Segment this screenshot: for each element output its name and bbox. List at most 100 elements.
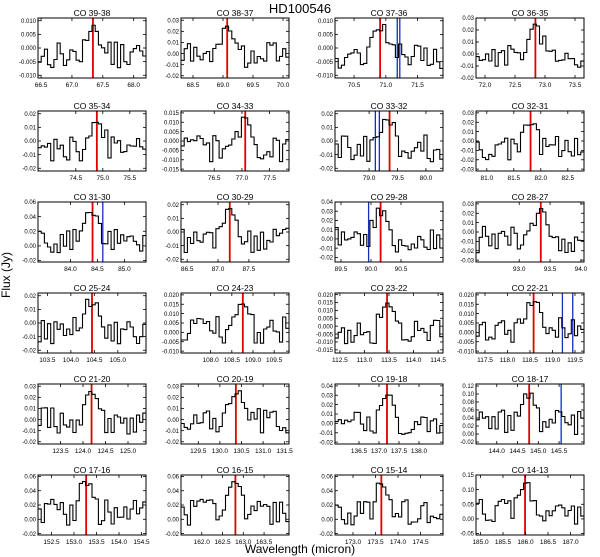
y-tick-label: 0.00 <box>24 517 36 523</box>
x-tick-label: 93.0 <box>513 266 526 273</box>
spectrum-panel: CO 29-28 89.5 90.0 90.5 0.04 0.03 0.02 0.01 0.00… <box>319 192 444 273</box>
y-tick-label: 0.01 <box>24 126 36 132</box>
x-tick-label: 163.0 <box>235 539 252 546</box>
spectrum-trace <box>181 481 289 526</box>
y-tick-label: 0.015 <box>164 302 180 308</box>
y-tick-label: -0.03 <box>460 258 474 264</box>
panel-title: CO 21-20 <box>74 374 111 384</box>
x-tick-label: 85.0 <box>118 266 131 273</box>
y-tick-label: 0.020 <box>459 293 475 299</box>
y-tick-label: 0.04 <box>321 384 333 390</box>
x-tick-label: 81.5 <box>507 175 520 182</box>
y-tick-label: -0.02 <box>460 440 474 446</box>
y-tick-label: 0.000 <box>318 324 334 330</box>
y-tick-label: 0.10 <box>462 392 474 398</box>
y-tick-label: 0.00 <box>167 230 179 236</box>
spectrum-trace <box>38 390 146 435</box>
x-tick-label: 173.5 <box>367 539 384 546</box>
y-tick-label: -0.01 <box>460 240 474 246</box>
x-tick-label: 153.0 <box>66 539 83 546</box>
x-tick-label: 109.5 <box>266 357 283 364</box>
y-tick-label: -0.02 <box>22 166 36 172</box>
spectrum-panel: CO 19-18 136.5 137.0 137.5 138.0 0.04 0.03 0.02… <box>319 374 444 455</box>
panel-frame <box>475 474 585 536</box>
x-tick-label: 105.0 <box>110 357 127 364</box>
panel-frame <box>180 383 290 445</box>
y-tick-label: -0.02 <box>460 249 474 255</box>
panel-title: CO 18-17 <box>512 374 549 384</box>
y-tick-label: 0.00 <box>462 517 474 523</box>
y-tick-label: 0.03 <box>462 16 474 22</box>
x-tick-label: 137.0 <box>371 448 388 455</box>
x-tick-label: 137.5 <box>391 448 408 455</box>
spectrum-panel: CO 35-34 74.5 75.0 75.5 0.02 0.01 0.00 -0.01 -0.… <box>22 101 147 182</box>
y-tick-label: -0.02 <box>319 440 333 446</box>
y-tick-label: -0.005 <box>316 332 334 338</box>
x-tick-label: 109.0 <box>245 357 262 364</box>
spectrum-trace <box>181 208 289 254</box>
x-tick-label: 114.0 <box>406 357 422 364</box>
panel-frame <box>475 17 585 79</box>
panel-title: CO 32-31 <box>512 101 549 111</box>
x-tick-label: 75.0 <box>96 175 109 182</box>
panel-frame <box>180 17 290 79</box>
x-tick-label: 154.0 <box>111 539 128 546</box>
x-tick-label: 187.0 <box>562 539 579 546</box>
y-tick-label: -0.02 <box>22 440 36 446</box>
x-tick-label: 82.5 <box>561 175 574 182</box>
spectrum-panel: CO 21-20 123.5 124.0 124.5 125.0 0.03 0.02 0.01… <box>22 374 147 455</box>
x-tick-label: 71.5 <box>411 82 424 89</box>
spectrum-panel: CO 15-14 173.0 173.5 174.0 174.5 0.06 0.04 0.02… <box>319 465 444 546</box>
x-tick-label: 70.0 <box>277 82 290 89</box>
y-tick-label: 0.03 <box>462 202 474 208</box>
y-tick-label: 0.015 <box>164 111 180 117</box>
y-tick-label: 0.02 <box>462 28 474 34</box>
y-tick-label: 0.02 <box>167 503 179 509</box>
spectrum-trace <box>335 207 443 253</box>
spectrum-trace <box>38 481 146 526</box>
spectrum-panel: CO 34-33 76.5 77.0 77.5 0.015 0.010 0.005 0.000… <box>162 101 290 182</box>
y-axis-label: Flux (Jy) <box>0 252 13 298</box>
spectrum-panel: CO 17-16 152.5 153.0 153.5 154.0 154.5 0.06 0.0… <box>22 465 150 546</box>
x-tick-label: 152.5 <box>43 539 60 546</box>
x-tick-label: 162.5 <box>214 539 231 546</box>
spectrum-panel: CO 32-31 81.0 81.5 82.0 82.5 0.03 0.02 0.01 0.00… <box>460 101 585 182</box>
x-tick-label: 113.0 <box>357 357 373 364</box>
y-tick-label: 0.00 <box>321 237 333 243</box>
y-tick-label: 0.04 <box>462 416 474 422</box>
y-tick-label: -0.01 <box>165 63 179 69</box>
y-tick-label: 0.00 <box>24 418 36 424</box>
y-tick-label: 0.02 <box>321 503 333 509</box>
y-tick-label: 0.06 <box>24 200 36 206</box>
x-tick-label: 185.5 <box>495 539 512 546</box>
x-tick-label: 124.5 <box>97 448 114 455</box>
x-tick-label: 76.5 <box>208 175 221 182</box>
spectrum-panel: CO 20-19 129.5 130.0 130.5 131.0 131.5 0.03 0.0… <box>165 374 293 455</box>
y-tick-label: -0.010 <box>162 349 180 355</box>
panel-frame <box>475 292 585 354</box>
y-tick-label: 0.00 <box>321 422 333 428</box>
spectrum-panel: CO 23-22 112.5 113.0 113.5 114.0 114.5 0.020 0.… <box>316 283 446 364</box>
y-tick-label: 0.02 <box>167 396 179 402</box>
x-tick-label: 174.0 <box>390 539 407 546</box>
x-tick-label: 77.0 <box>236 175 249 182</box>
y-tick-label: 0.01 <box>167 217 179 223</box>
y-tick-label: 0.00 <box>167 418 179 424</box>
x-tick-label: 138.0 <box>411 448 428 455</box>
x-tick-label: 118.5 <box>522 357 538 364</box>
panel-frame <box>334 292 444 354</box>
x-tick-label: 72.5 <box>509 82 522 89</box>
y-tick-label: 0.000 <box>164 331 180 337</box>
y-tick-label: 0.06 <box>167 475 179 481</box>
panel-title: CO 37-36 <box>371 8 408 18</box>
x-tick-label: 108.5 <box>224 357 241 364</box>
spectrum-panel: CO 16-15 162.0 162.5 163.0 163.5 0.06 0.04 0.02… <box>165 465 290 546</box>
x-tick-label: 69.0 <box>217 82 230 89</box>
x-tick-label: 131.5 <box>277 448 294 455</box>
y-tick-label: -0.005 <box>162 149 180 155</box>
spectrum-panel: CO 28-27 93.0 93.5 94.0 0.03 0.02 0.01 0.00 -0.0… <box>460 192 587 273</box>
y-tick-label: 0.03 <box>24 384 36 390</box>
y-tick-label: 0.02 <box>321 403 333 409</box>
